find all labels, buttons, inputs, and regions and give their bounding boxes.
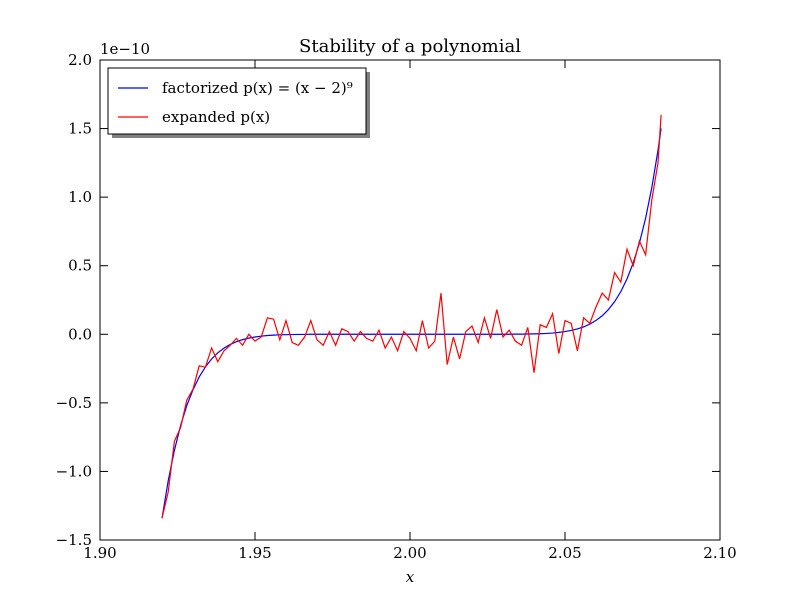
legend-label: factorized p(x) = (x − 2)⁹ bbox=[162, 79, 353, 97]
y-tick-label: −0.5 bbox=[56, 394, 92, 412]
y-tick-label: −1.0 bbox=[56, 462, 92, 480]
y-tick-label: 1.5 bbox=[68, 120, 92, 138]
y-tick-label: −1.5 bbox=[56, 531, 92, 549]
x-tick-label: 2.00 bbox=[393, 544, 426, 562]
x-tick-label: 1.95 bbox=[238, 544, 271, 562]
offset-text: 1e−10 bbox=[100, 40, 150, 58]
x-tick-label: 2.05 bbox=[548, 544, 581, 562]
y-tick-label: 0.0 bbox=[68, 325, 92, 343]
legend-box bbox=[107, 67, 367, 135]
chart-title: Stability of a polynomial bbox=[299, 36, 521, 57]
y-tick-label: 2.0 bbox=[68, 51, 92, 69]
y-tick-label: 0.5 bbox=[68, 257, 92, 275]
x-tick-label: 1.90 bbox=[83, 544, 116, 562]
y-tick-label: 1.0 bbox=[68, 188, 92, 206]
x-axis-label: x bbox=[406, 568, 415, 586]
legend-label: expanded p(x) bbox=[162, 108, 270, 126]
x-tick-label: 2.10 bbox=[703, 544, 736, 562]
data-line bbox=[161, 114, 662, 519]
